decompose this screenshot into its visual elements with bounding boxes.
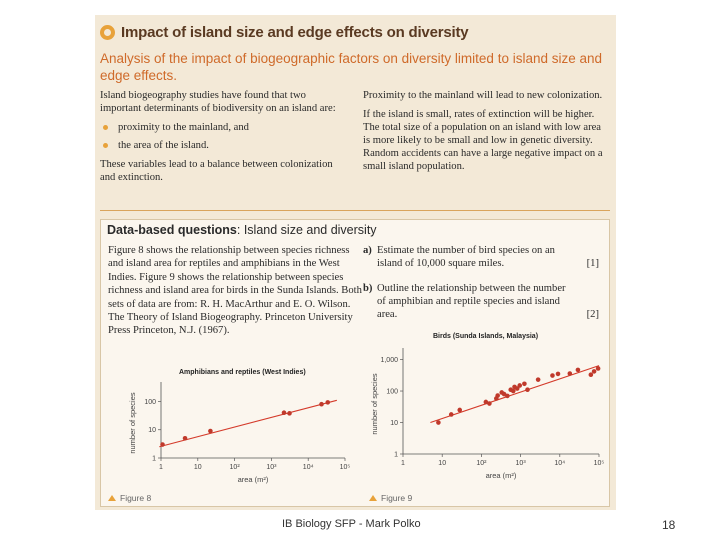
x-tick-label: 10³ [266,464,277,471]
bullet-icon [103,143,108,148]
figure-8-label: Figure 8 [108,493,151,503]
data-point [457,407,463,413]
data-point [575,367,581,373]
trend-line [159,399,337,448]
x-tick-label: 1 [159,464,163,471]
x-tick-label: 10² [476,460,487,467]
intro-left-column: Island biogeography studies have found t… [100,89,346,190]
y-tick-label: 100 [144,399,156,406]
footer-credit: IB Biology SFP - Mark Polko [282,518,421,530]
bullet-item: the area of the island. [100,139,346,152]
data-point [325,400,331,405]
mainland-paragraph: Proximity to the mainland will lead to n… [363,90,603,101]
dbq-body: Figure 8 shows the relationship between … [108,245,362,337]
question-b: b) Outline the relationship between the … [363,283,599,320]
intro-conclusion: These variables lead to a balance betwee… [100,159,333,183]
textbook-panel: Impact of island size and edge effects o… [95,15,616,510]
chart-title: Birds (Sunda Islands, Malaysia) [433,333,538,340]
page-title: Impact of island size and edge effects o… [121,24,469,41]
x-tick-label: 10⁴ [303,464,314,471]
triangle-icon [369,495,377,501]
data-point [535,377,541,382]
data-point [510,388,516,394]
y-tick-label: 100 [386,389,398,396]
y-tick-label: 10 [390,420,398,427]
bullet-item: proximity to the mainland, and [100,121,346,134]
chart-title: Amphibians and reptiles (West Indies) [179,369,306,376]
data-point [514,386,520,391]
page-number: 18 [662,518,676,532]
data-point [436,420,441,425]
bullet-list: proximity to the mainland, and the area … [100,121,346,152]
data-point [160,442,165,447]
x-tick-label: 10⁵ [594,460,605,467]
figure-9-chart: Birds (Sunda Islands, Malaysia) 1 10 10² 10³… [370,333,605,480]
y-axis-label: number of species [370,373,379,435]
x-tick-label: 10 [194,464,202,471]
dbq-title: Data-based questions: Island size and di… [107,223,377,237]
x-tick-label: 10⁴ [554,460,565,467]
data-point [487,401,492,406]
data-based-questions-box: Data-based questions: Island size and di… [100,219,610,507]
figure-9-label: Figure 9 [369,493,412,503]
page-subtitle: Analysis of the impact of biogeographic … [100,51,603,83]
x-tick-label: 10⁵ [340,464,351,471]
data-point [505,393,510,399]
figure-8-chart: Amphibians and reptiles (West Indies) 1 10… [128,369,351,484]
x-axis-label: area (m²) [486,471,517,480]
extinction-paragraph: If the island is small, rates of extinct… [363,109,603,172]
x-axis-label: area (m²) [238,475,269,484]
question-a: a) Estimate the number of bird species o… [363,245,599,269]
data-point [495,393,500,398]
data-point [182,435,188,441]
data-point [287,411,292,416]
data-point [517,383,523,388]
y-tick-label: 10 [148,427,156,434]
data-point [595,366,601,371]
data-point [448,412,454,417]
bullet-icon [103,125,108,130]
data-point [525,387,530,393]
data-point [567,371,573,376]
data-point [319,401,324,407]
data-point [588,372,594,378]
data-point [550,373,555,378]
x-tick-label: 1 [401,460,405,467]
y-axis-label: number of species [128,392,137,454]
intro-paragraph: Island biogeography studies have found t… [100,90,336,114]
data-point [281,410,287,416]
y-tick-label: 1,000 [380,357,398,364]
x-tick-label: 10 [438,460,446,467]
trend-line [430,365,600,424]
data-point [591,369,597,374]
y-tick-label: 1 [152,456,156,463]
y-tick-label: 1 [394,452,398,459]
data-point [555,371,561,377]
section-icon [100,25,115,40]
x-tick-label: 10³ [516,460,527,467]
triangle-icon [108,495,116,501]
data-point [208,428,213,434]
title-row: Impact of island size and edge effects o… [100,24,469,41]
x-tick-label: 10² [230,464,241,471]
intro-right-column: Proximity to the mainland will lead to n… [363,89,603,179]
data-point [483,399,489,405]
data-point [522,381,527,387]
section-divider [100,210,610,211]
